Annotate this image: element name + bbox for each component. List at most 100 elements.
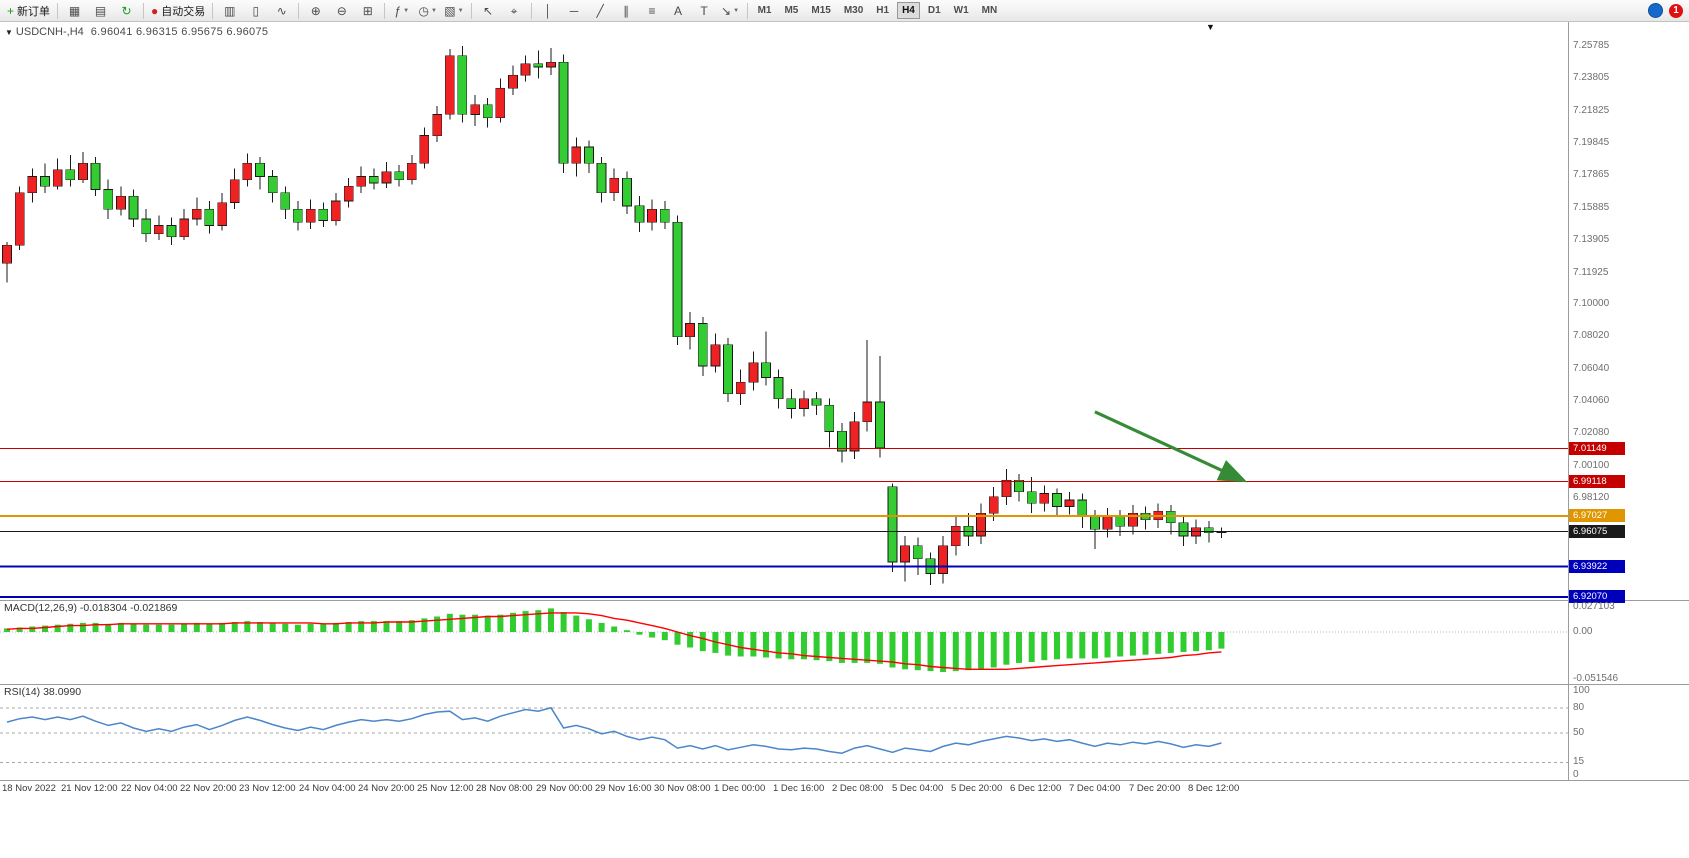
timeframe-button-m15[interactable]: M15 [811,5,831,16]
profiles-button[interactable]: ▤ [88,1,113,21]
macd-histogram-bar [611,626,618,632]
crosshair-button[interactable]: ⌖ [502,1,527,21]
tile-windows-icon: ⊞ [362,3,373,18]
panel-separator[interactable] [0,600,1689,601]
macd-histogram-bar [940,632,947,672]
macd-histogram-bar [332,622,339,632]
toolbar-right-cluster: 1 [1648,3,1685,18]
rsi-panel[interactable] [0,685,1568,780]
line-chart-button[interactable]: ∿ [269,1,294,21]
timeframe-button-h4[interactable]: H4 [897,2,920,19]
macd-histogram-bar [434,616,441,632]
toolbar-separator [530,2,532,19]
candle [27,176,38,194]
macd-histogram-bar [1104,632,1111,658]
macd-histogram-bar [29,626,36,632]
cursor-button[interactable]: ↖ [476,1,501,21]
candlestick-chart-button[interactable]: ▯ [243,1,268,21]
candle [609,177,620,194]
time-axis-label: 23 Nov 12:00 [239,783,296,794]
bar-chart-button[interactable]: ▥ [217,1,242,21]
candle [103,189,114,210]
macd-histogram-bar [1155,632,1162,654]
macd-histogram-bar [889,632,896,668]
panel-separator[interactable] [0,684,1689,685]
candle [356,176,367,187]
dropdown-arrow-icon: ▼ [457,7,464,14]
new-order-button[interactable]: + 新订单 [4,1,53,21]
price-axis-label: 7.10000 [1573,297,1610,309]
time-axis-label: 1 Dec 16:00 [773,783,825,794]
candle [457,55,468,115]
channel-button[interactable]: ∥ [614,1,639,21]
candle [406,163,417,181]
fibonacci-icon: ≡ [648,3,656,18]
fibonacci-button[interactable]: ≡ [640,1,665,21]
refresh-button[interactable]: ↻ [114,1,139,21]
candle [887,486,898,563]
macd-histogram-bar [1142,632,1149,655]
candle [40,176,50,187]
toolbar-separator [746,2,748,19]
macd-histogram-bar [535,610,542,632]
macd-panel[interactable] [0,601,1568,684]
price-tag: 6.99118 [1569,474,1625,488]
candle [381,171,392,184]
macd-histogram-bar [446,613,453,632]
price-axis-label: 7.17865 [1573,169,1610,181]
new-chart-button[interactable]: ▦ [62,1,87,21]
macd-histogram-bar [750,632,757,657]
timeframe-button-h1[interactable]: H1 [876,5,890,16]
price-axis-label: 7.19845 [1573,137,1610,149]
toolbar-separator [57,2,59,19]
candle [255,163,265,177]
vertical-line-button[interactable]: │ [536,1,561,21]
horizontal-line-button[interactable]: ─ [562,1,587,21]
notification-badge[interactable]: 1 [1669,3,1683,18]
tile-windows-button[interactable]: ⊞ [355,1,380,21]
templates-button[interactable]: ▧ ▼ [441,1,466,21]
timeframe-button-d1[interactable]: D1 [927,5,941,16]
autotrading-button[interactable]: ● 自动交易 [148,1,208,21]
price-tag: 6.93922 [1569,559,1625,573]
time-axis-label: 29 Nov 16:00 [595,783,652,794]
community-icon[interactable] [1648,3,1663,18]
price-axis-label: 7.13905 [1573,234,1610,246]
timeframe-button-w1[interactable]: W1 [953,5,969,16]
indicators-button[interactable]: ƒ ▼ [389,1,414,21]
candle [343,185,354,202]
trend-arrow-annotation[interactable] [1094,410,1248,483]
periods-button[interactable]: ◷ ▼ [415,1,440,21]
timeframe-button-m1[interactable]: M1 [757,5,772,16]
arrows-button[interactable]: ↘ ▼ [718,1,743,21]
candle [1052,493,1062,507]
zoom-out-button[interactable]: ⊖ [329,1,354,21]
timeframe-button-m5[interactable]: M5 [784,5,799,16]
macd-histogram-bar [788,632,795,660]
macd-axis-label: 0.027103 [1573,601,1615,612]
chart-shift-marker-icon[interactable]: ▼ [1206,22,1215,32]
text-button[interactable]: A [666,1,691,21]
bar-chart-icon: ▥ [224,3,236,18]
candlestick-plot[interactable] [0,22,1568,600]
zoom-in-button[interactable]: ⊕ [303,1,328,21]
candle [293,208,303,223]
macd-histogram-bar [117,622,124,632]
candle [875,401,885,449]
macd-histogram-bar [1205,632,1212,651]
candle [520,63,531,76]
macd-histogram-bar [952,632,959,672]
zoom-in-icon: ⊕ [310,3,321,18]
timeframe-button-m30[interactable]: M30 [843,5,864,16]
label-button[interactable]: T [692,1,717,21]
price-axis-label: 6.98120 [1573,492,1610,503]
candle [748,362,759,383]
candle [508,74,518,89]
macd-histogram-bar [1180,632,1187,652]
toolbar-separator [143,2,145,19]
collapse-chart-arrow-icon[interactable]: ▼ [5,28,13,37]
trendline-button[interactable]: ╱ [588,1,613,21]
timeframe-button-mn[interactable]: MN [981,5,998,16]
candle [1039,493,1050,504]
candle [204,208,215,226]
